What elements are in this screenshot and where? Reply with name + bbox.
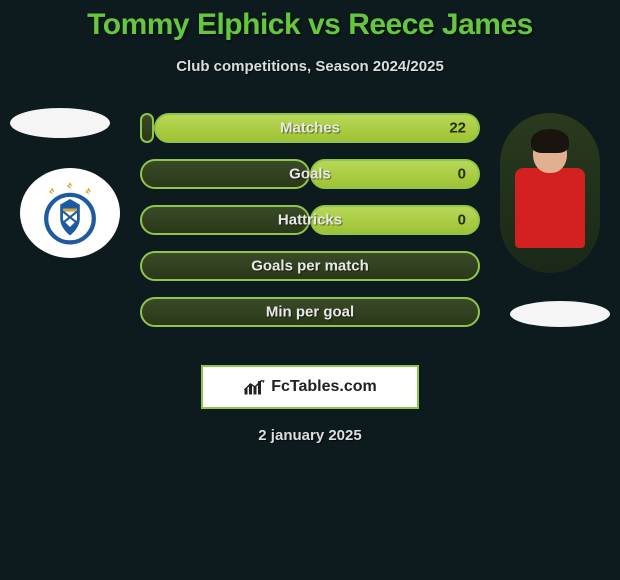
player-right-placeholder-bottom [510,301,610,327]
stat-label: Hattricks [278,212,342,229]
fctables-logo: FcTables.com [243,377,377,397]
stat-value-right: 22 [449,120,466,137]
player-left-placeholder-top [10,108,110,138]
stat-value-right: 0 [458,212,466,229]
club-crest-left [20,168,120,258]
stat-label: Goals per match [251,258,369,275]
bars-icon [243,377,267,397]
fctables-logo-box: FcTables.com [201,365,419,409]
stat-value-right: 0 [458,166,466,183]
stat-row: Matches 22 [140,113,480,143]
crest-icon [35,178,105,248]
stat-bar-left [140,159,310,189]
stat-label: Goals [289,166,331,183]
stats-area: Matches 22 Goals 0 Hattricks 0 Goals per match… [0,113,620,343]
stat-label: Matches [280,120,340,137]
stat-row: Min per goal [140,297,480,327]
stat-row: Hattricks 0 [140,205,480,235]
stat-row: Goals per match [140,251,480,281]
logo-text-label: FcTables.com [271,378,377,396]
snapshot-date: 2 january 2025 [0,427,620,444]
season-subtitle: Club competitions, Season 2024/2025 [0,58,620,75]
player-right-photo [500,113,600,273]
stat-bar-left [140,113,154,143]
stat-bars: Matches 22 Goals 0 Hattricks 0 Goals per match… [140,113,480,343]
stat-bar-right [310,159,480,189]
stat-row: Goals 0 [140,159,480,189]
comparison-title: Tommy Elphick vs Reece James [0,8,620,42]
header: Tommy Elphick vs Reece James Club compet… [0,0,620,75]
stat-label: Min per goal [266,304,354,321]
